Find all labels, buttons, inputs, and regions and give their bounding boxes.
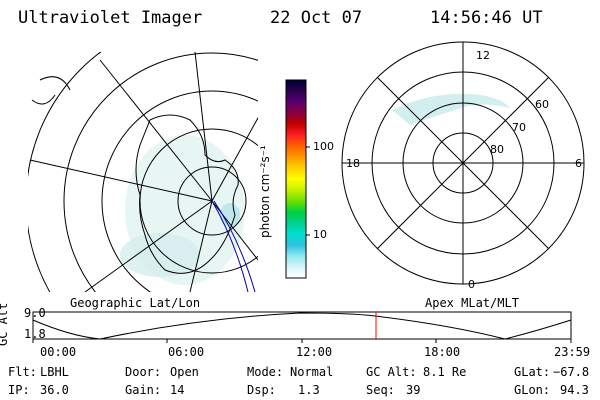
gain-label: Gain: — [125, 383, 162, 397]
mlt-label-12: 12 — [476, 49, 490, 62]
time-tick-1800: 18:00 — [424, 345, 461, 359]
colorbar-tick-10: 10 — [313, 228, 327, 241]
observation-time: 14:56:46 UT — [430, 8, 543, 28]
time-tick-2359: 23:59 — [554, 345, 591, 359]
gcalt-label: GC Alt: — [366, 365, 417, 379]
mlat-label-60: 60 — [535, 98, 549, 111]
dsp-label: Dsp: — [247, 383, 276, 397]
gain-value: 14 — [170, 383, 185, 397]
gc-alt-ytick-min: 1.8 — [24, 327, 46, 341]
apex-map-label: Apex MLat/MLT — [425, 296, 519, 310]
gcalt-value: 8.1 Re — [423, 365, 467, 379]
mode-label: Mode: — [247, 365, 284, 379]
gc-alt-ylabel: GC Alt — [0, 302, 10, 346]
gc-alt-ytick-max: 9.0 — [24, 306, 46, 320]
mode-value: Normal — [290, 365, 334, 379]
mlat-label-80: 80 — [490, 143, 504, 156]
ip-label: IP: — [8, 383, 30, 397]
glon-label: GLon: — [514, 383, 551, 397]
time-tick-1200: 12:00 — [296, 345, 333, 359]
glat-label: GLat: — [514, 365, 551, 379]
seq-value: 39 — [406, 383, 421, 397]
observation-date: 22 Oct 07 — [270, 8, 363, 28]
mlt-label-18: 18 — [346, 157, 360, 170]
colorbar — [285, 79, 310, 279]
colorbar-tick-100: 100 — [313, 140, 334, 153]
seq-label: Seq: — [366, 383, 395, 397]
flt-label: Flt: — [8, 365, 37, 379]
gc-alt-plot — [32, 311, 572, 343]
door-value: Open — [170, 365, 199, 379]
dsp-value: 1.3 — [298, 383, 320, 397]
mlat-label-70: 70 — [512, 121, 526, 134]
glon-value: 94.3 — [560, 383, 589, 397]
glat-value: −67.8 — [553, 365, 590, 379]
time-tick-0600: 06:00 — [168, 345, 205, 359]
door-label: Door: — [125, 365, 162, 379]
mlt-label-6: 6 — [575, 157, 582, 170]
flt-value: LBHL — [40, 365, 69, 379]
app-title: Ultraviolet Imager — [18, 8, 203, 28]
colorbar-unit-label: photon cm⁻²s⁻¹ — [258, 145, 272, 238]
geographic-map-label: Geographic Lat/Lon — [70, 296, 201, 310]
mlt-label-0: 0 — [468, 278, 475, 291]
ip-value: 36.0 — [40, 383, 69, 397]
time-tick-0000: 00:00 — [40, 345, 77, 359]
